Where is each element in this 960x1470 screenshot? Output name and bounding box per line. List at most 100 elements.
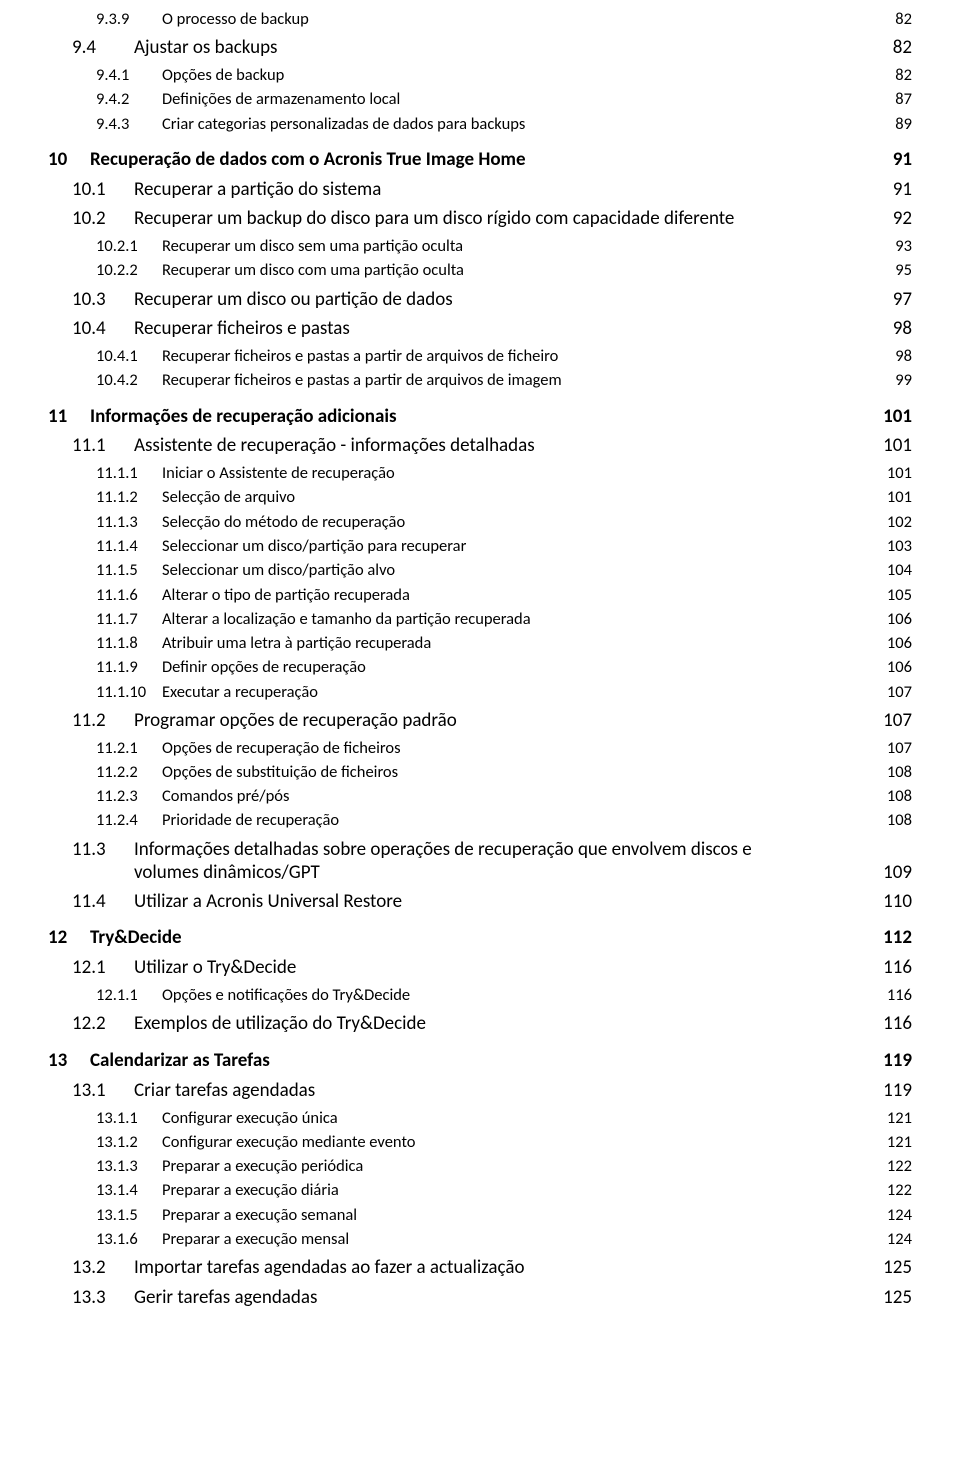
toc-page: 122 xyxy=(887,1155,912,1177)
toc-number: 11.1.7 xyxy=(96,608,162,630)
toc-page: 121 xyxy=(887,1107,912,1129)
toc-page: 98 xyxy=(893,317,912,341)
toc-number: 10.2 xyxy=(72,207,134,231)
toc-entry: 11.2.1Opções de recuperação de ficheiros… xyxy=(48,737,912,759)
toc-number: 13.2 xyxy=(72,1256,134,1280)
toc-entry: 10.1Recuperar a partição do sistema91 xyxy=(48,178,912,202)
toc-number: 11.1.2 xyxy=(96,486,162,508)
toc-number: 13 xyxy=(48,1050,90,1073)
toc-number: 11.1.3 xyxy=(96,511,162,533)
toc-number: 12.1 xyxy=(72,956,134,980)
toc-entry: 10.3Recuperar um disco ou partição de da… xyxy=(48,288,912,312)
toc-title: Recuperar ficheiros e pastas a partir de… xyxy=(162,369,562,391)
toc-number: 13.1.6 xyxy=(96,1228,162,1250)
toc-page: 87 xyxy=(895,88,912,110)
toc-title: Recuperar um disco ou partição de dados xyxy=(134,288,453,312)
toc-page: 119 xyxy=(883,1079,912,1103)
toc-entry: 12.1.1Opções e notificações do Try&Decid… xyxy=(48,984,912,1006)
toc-title: Opções e notificações do Try&Decide xyxy=(162,984,410,1006)
toc-page: 82 xyxy=(895,8,912,30)
toc-entry: 11.1.9Definir opções de recuperação106 xyxy=(48,656,912,678)
toc-number: 11.4 xyxy=(72,890,134,914)
toc-number: 10.3 xyxy=(72,288,134,312)
toc-page: 82 xyxy=(895,64,912,86)
toc-entry: 11.2Programar opções de recuperação padr… xyxy=(48,709,912,733)
toc-entry: 10.2Recuperar um backup do disco para um… xyxy=(48,207,912,231)
toc-title: Opções de recuperação de ficheiros xyxy=(162,737,401,759)
toc-page: 97 xyxy=(893,288,912,312)
toc-page: 91 xyxy=(893,149,912,172)
toc-entry: 11.3Informações detalhadas sobre operaçõ… xyxy=(48,838,912,884)
toc-title: O processo de backup xyxy=(162,8,309,30)
toc-number: 11.2.3 xyxy=(96,785,162,807)
toc-page: 107 xyxy=(883,709,912,733)
toc-title: Seleccionar um disco/partição para recup… xyxy=(162,535,466,557)
toc-number: 13.1.3 xyxy=(96,1155,162,1177)
toc-number: 9.4.1 xyxy=(96,64,162,86)
toc-page: 106 xyxy=(887,656,912,678)
toc-entry: 10.4.2Recuperar ficheiros e pastas a par… xyxy=(48,369,912,391)
toc-number: 10.2.2 xyxy=(96,259,162,281)
toc-entry: 13.1.5Preparar a execução semanal124 xyxy=(48,1204,912,1226)
toc-page: 102 xyxy=(887,511,912,533)
toc-title: Recuperar ficheiros e pastas xyxy=(134,317,350,341)
toc-title: Calendarizar as Tarefas xyxy=(90,1050,270,1073)
toc-page: 105 xyxy=(887,584,912,606)
toc-title: Recuperação de dados com o Acronis True … xyxy=(90,149,526,172)
toc-entry: 13Calendarizar as Tarefas 119 xyxy=(48,1050,912,1073)
toc-page: 91 xyxy=(893,178,912,202)
toc-entry: 9.3.9O processo de backup82 xyxy=(48,8,912,30)
toc-title: Recuperar um disco sem uma partição ocul… xyxy=(162,235,463,257)
toc-title: Criar tarefas agendadas xyxy=(134,1079,315,1103)
toc-number: 10.2.1 xyxy=(96,235,162,257)
toc-title: Configurar execução mediante evento xyxy=(162,1131,416,1153)
toc-entry: 9.4Ajustar os backups82 xyxy=(48,36,912,60)
toc-entry: 12.2Exemplos de utilização do Try&Decide… xyxy=(48,1012,912,1036)
toc-title: Executar a recuperação xyxy=(162,681,318,703)
toc-number: 10.1 xyxy=(72,178,134,202)
toc-page: 121 xyxy=(887,1131,912,1153)
toc-title: Gerir tarefas agendadas xyxy=(134,1286,317,1310)
toc-title: Exemplos de utilização do Try&Decide xyxy=(134,1012,426,1036)
toc-page: 95 xyxy=(895,259,912,281)
table-of-contents: 9.3.9O processo de backup829.4Ajustar os… xyxy=(48,8,912,1310)
toc-page: 110 xyxy=(883,890,912,914)
toc-page: 124 xyxy=(887,1204,912,1226)
toc-page: 101 xyxy=(887,486,912,508)
toc-number: 11.1.5 xyxy=(96,559,162,581)
toc-number: 11.2.1 xyxy=(96,737,162,759)
toc-page: 124 xyxy=(887,1228,912,1250)
toc-entry: 10.4Recuperar ficheiros e pastas98 xyxy=(48,317,912,341)
toc-entry: 13.1.2Configurar execução mediante event… xyxy=(48,1131,912,1153)
toc-number: 11.2.2 xyxy=(96,761,162,783)
toc-title: Preparar a execução diária xyxy=(162,1179,339,1201)
toc-page: 116 xyxy=(883,956,912,980)
toc-title: Configurar execução única xyxy=(162,1107,338,1129)
toc-entry: 11.1.7Alterar a localização e tamanho da… xyxy=(48,608,912,630)
toc-title: Alterar o tipo de partição recuperada xyxy=(162,584,410,606)
toc-number: 11.1.4 xyxy=(96,535,162,557)
toc-title: Utilizar o Try&Decide xyxy=(134,956,296,980)
toc-entry: 13.1.1Configurar execução única 121 xyxy=(48,1107,912,1129)
toc-entry: 12.1Utilizar o Try&Decide 116 xyxy=(48,956,912,980)
toc-number: 10.4.1 xyxy=(96,345,162,367)
toc-entry: 11.2.4Prioridade de recuperação108 xyxy=(48,809,912,831)
toc-page: 108 xyxy=(887,809,912,831)
toc-entry: 10Recuperação de dados com o Acronis Tru… xyxy=(48,149,912,172)
toc-title: Iniciar o Assistente de recuperação xyxy=(162,462,395,484)
toc-page: 119 xyxy=(883,1050,912,1073)
toc-entry: 10.4.1Recuperar ficheiros e pastas a par… xyxy=(48,345,912,367)
toc-entry: 11.1.1Iniciar o Assistente de recuperaçã… xyxy=(48,462,912,484)
toc-entry: 11Informações de recuperação adicionais1… xyxy=(48,406,912,429)
toc-page: 116 xyxy=(883,1012,912,1036)
toc-number: 13.1.4 xyxy=(96,1179,162,1201)
toc-title: Selecção de arquivo xyxy=(162,486,295,508)
toc-title: Assistente de recuperação - informações … xyxy=(134,434,535,458)
toc-number: 12 xyxy=(48,927,90,950)
toc-number: 13.1.2 xyxy=(96,1131,162,1153)
toc-title: Selecção do método de recuperação xyxy=(162,511,405,533)
toc-number: 13.3 xyxy=(72,1286,134,1310)
toc-number: 13.1.1 xyxy=(96,1107,162,1129)
toc-entry: 11.1.6Alterar o tipo de partição recuper… xyxy=(48,584,912,606)
toc-page: 116 xyxy=(887,984,912,1006)
